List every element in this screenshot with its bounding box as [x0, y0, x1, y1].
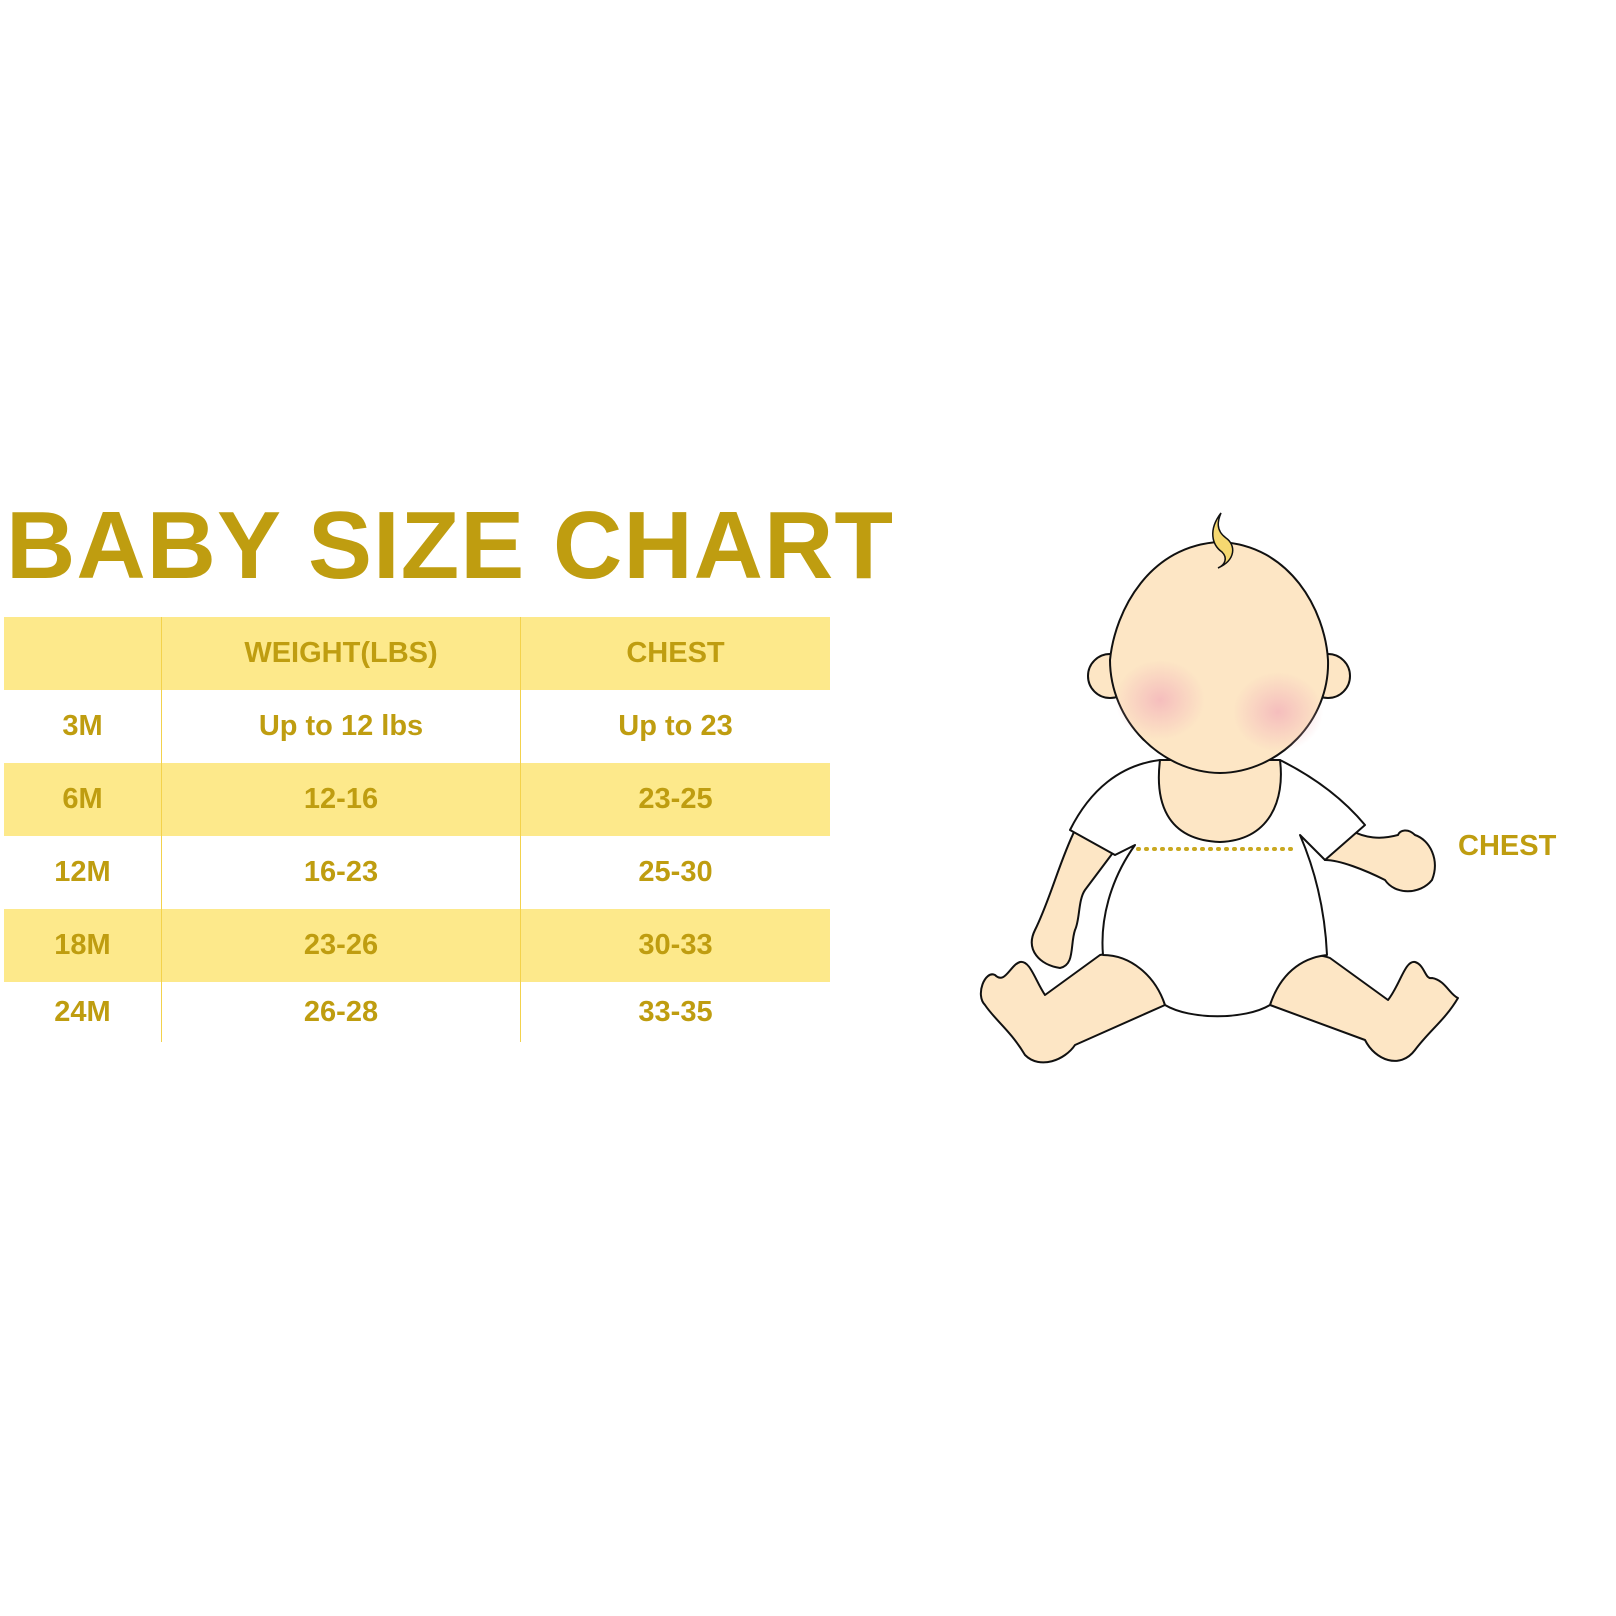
- neck: [1157, 759, 1282, 843]
- right-leg: [1269, 954, 1459, 1062]
- chest-cell: 30-33: [520, 909, 830, 982]
- page-title: BABY SIZE CHART: [6, 492, 894, 599]
- chest-cell: 25-30: [520, 836, 830, 909]
- size-cell: 12M: [54, 856, 111, 888]
- table-row: 18M 23-26 30-33: [4, 909, 830, 982]
- table-row: 6M 12-16 23-25: [4, 763, 830, 836]
- chest-measure-label: CHEST: [1458, 830, 1557, 862]
- left-leg: [979, 952, 1166, 1064]
- shirt: [1069, 759, 1366, 1018]
- size-cell: 24M: [54, 995, 111, 1028]
- hair-curl: [1212, 512, 1234, 569]
- chest-cell: Up to 23: [520, 690, 830, 763]
- weight-cell: 23-26: [161, 909, 520, 982]
- weight-cell: 12-16: [161, 763, 520, 836]
- left-cheek: [1115, 660, 1205, 740]
- weight-cell: 16-23: [161, 836, 520, 909]
- table-row: 12M 16-23 25-30: [4, 836, 830, 909]
- size-cell: 3M: [62, 710, 103, 742]
- right-arm: [1324, 829, 1436, 893]
- table-row: 24M 26-28 33-35: [4, 982, 830, 1042]
- size-cell: 6M: [62, 783, 103, 815]
- weight-cell: 26-28: [161, 982, 520, 1042]
- table-row: 3M Up to 12 lbs Up to 23: [4, 690, 830, 763]
- size-table: WEIGHT(LBS) CHEST 3M Up to 12 lbs Up to …: [4, 617, 830, 1042]
- header-cell-weight: WEIGHT(LBS): [161, 617, 520, 690]
- chest-cell: 33-35: [520, 982, 830, 1042]
- left-arm: [1030, 829, 1116, 969]
- table-header-row: WEIGHT(LBS) CHEST: [4, 617, 830, 690]
- chest-cell: 23-25: [520, 763, 830, 836]
- right-cheek: [1233, 672, 1323, 752]
- weight-cell: Up to 12 lbs: [161, 690, 520, 763]
- size-cell: 18M: [54, 929, 111, 961]
- header-cell-chest: CHEST: [520, 617, 830, 690]
